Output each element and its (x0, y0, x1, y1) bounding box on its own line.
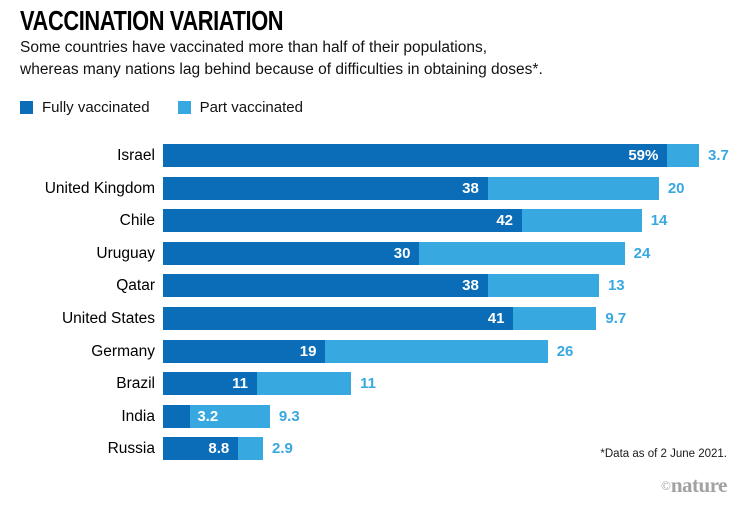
chart-row: India 3.2 9.3 (0, 404, 751, 428)
nature-logo: ©nature (660, 473, 728, 498)
fully-value-label: 41 (487, 310, 505, 327)
country-label: Chile (119, 212, 155, 230)
country-label: Qatar (116, 277, 155, 295)
chart-subtitle: Some countries have vaccinated more than… (20, 37, 543, 81)
chart-row: United Kingdom 38 20 (0, 176, 751, 200)
part-value-label: 20 (667, 179, 685, 197)
chart-row: Israel 59% 3.7 (0, 144, 751, 167)
part-value-label: 13 (607, 277, 625, 295)
fully-vaccinated-bar (163, 437, 239, 461)
fully-value-label: 30 (393, 244, 411, 262)
fully-value-label: 19 (299, 342, 317, 360)
fully-vaccinated-swatch-icon (20, 101, 33, 114)
fully-vaccinated-bar (163, 209, 523, 233)
fully-vaccinated-bar (163, 144, 668, 167)
part-vaccinated-bar (257, 372, 352, 396)
part-value-label: 3.7 (708, 147, 729, 164)
part-value-label: 14 (650, 212, 668, 230)
legend-item-fully-vaccinated: Fully vaccinated (20, 99, 150, 116)
chart-row: Russia 8.8 2.9 (0, 437, 751, 461)
part-value-label: 9.7 (605, 310, 627, 327)
fully-value-label: 11 (232, 375, 249, 393)
fully-value-label: 42 (496, 212, 514, 230)
part-vaccinated-bar (667, 144, 699, 167)
nature-wordmark: nature (670, 473, 728, 497)
part-value-label: 24 (633, 244, 651, 262)
copyright-icon: © (660, 478, 671, 493)
country-label: United States (61, 310, 155, 327)
part-vaccinated-bar (487, 176, 659, 200)
part-value-label: 11 (360, 375, 376, 393)
legend-item-part-vaccinated: Part vaccinated (177, 99, 303, 116)
chart-row: Uruguay 30 24 (0, 241, 751, 265)
part-vaccinated-bar (190, 404, 270, 428)
legend-label: Part vaccinated (199, 99, 303, 116)
subtitle-line-2: whereas many nations lag behind because … (20, 61, 543, 78)
part-vaccinated-bar (325, 339, 548, 363)
subtitle-line-1: Some countries have vaccinated more than… (20, 39, 487, 56)
country-label: Uruguay (96, 244, 155, 262)
chart-row: United States 41 9.7 (0, 307, 751, 330)
fully-value-label: 38 (462, 277, 479, 295)
part-vaccinated-bar (419, 241, 625, 265)
fully-vaccinated-bar (163, 372, 258, 396)
chart-legend: Fully vaccinated Part vaccinated (20, 99, 303, 116)
chart-row: Qatar 38 13 (0, 274, 751, 298)
part-vaccinated-bar (487, 274, 599, 298)
fully-vaccinated-bar (163, 404, 191, 428)
part-vaccinated-bar (522, 209, 642, 233)
fully-value-label: 38 (462, 179, 479, 197)
country-label: Brazil (116, 375, 155, 393)
fully-value-label: 8.8 (208, 440, 230, 458)
part-vaccinated-bar (238, 437, 263, 461)
country-label: Israel (117, 147, 155, 164)
chart-row: Germany 19 26 (0, 339, 751, 363)
chart-row: Chile 42 14 (0, 209, 751, 233)
page-title: VACCINATION VARIATION (20, 5, 284, 36)
fully-value-label: 3.2 (197, 407, 219, 425)
part-vaccinated-bar (513, 307, 597, 330)
country-label: Germany (91, 342, 155, 360)
part-value-label: 9.3 (278, 407, 300, 425)
legend-label: Fully vaccinated (42, 99, 150, 116)
fully-vaccinated-bar (163, 339, 326, 363)
fully-vaccinated-bar (163, 176, 488, 200)
country-label: Russia (107, 440, 155, 458)
fully-vaccinated-bar (163, 274, 488, 298)
part-vaccinated-swatch-icon (177, 101, 191, 114)
fully-vaccinated-bar (163, 307, 514, 330)
country-label: United Kingdom (44, 179, 155, 197)
country-label: India (121, 407, 155, 425)
data-footnote: *Data as of 2 June 2021. (600, 448, 727, 460)
part-value-label: 26 (556, 342, 574, 360)
fully-vaccinated-bar (163, 241, 420, 265)
part-value-label: 2.9 (272, 440, 293, 458)
fully-value-label: 59% (628, 147, 659, 164)
chart-row: Brazil 11 11 (0, 372, 751, 396)
